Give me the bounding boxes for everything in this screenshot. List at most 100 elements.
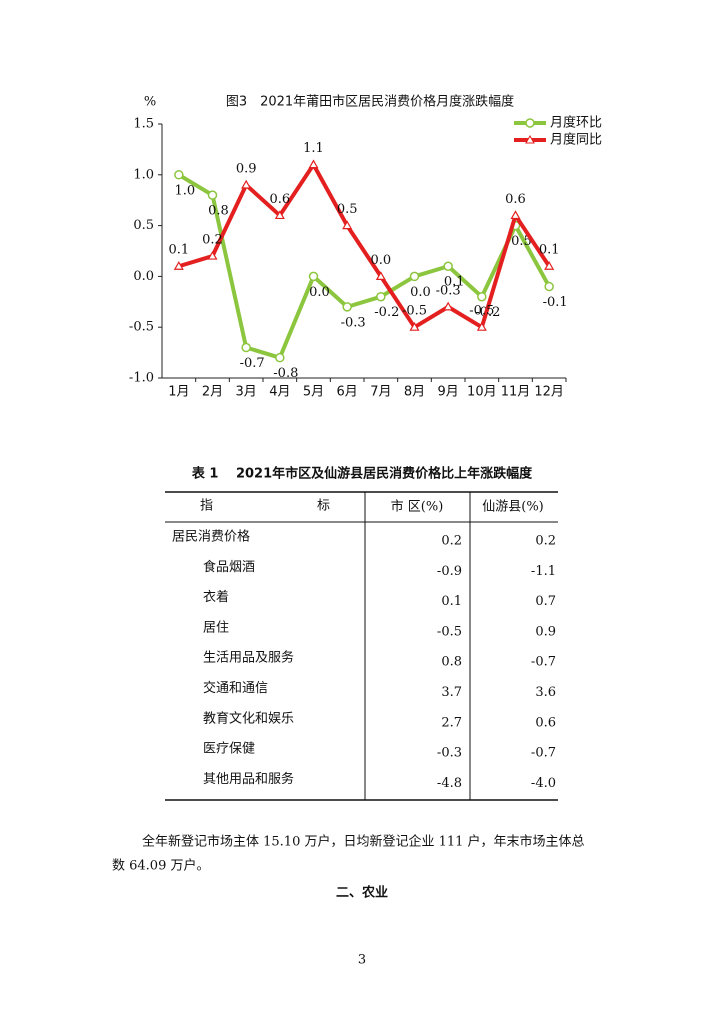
table-cell: 居住: [203, 620, 229, 635]
data-label: -0.3: [436, 283, 461, 298]
section-heading: 二、农业: [336, 885, 388, 901]
y-tick-label: 0.5: [133, 218, 154, 233]
table-cell: -0.7: [531, 746, 556, 761]
marker: [342, 302, 352, 312]
marker: [409, 321, 420, 331]
data-label: -0.3: [341, 315, 366, 330]
table-cell: 其他用品和服务: [203, 771, 294, 787]
table-cell: 0.2: [535, 534, 556, 549]
marker: [207, 250, 218, 260]
marker: [510, 210, 521, 220]
paragraph: 数 64.09 万户。: [112, 858, 209, 874]
legend-label: 月度环比: [550, 115, 602, 131]
data-label: 1.0: [174, 183, 195, 198]
marker: [308, 159, 319, 169]
table-cell: 2.7: [441, 715, 462, 730]
data-label: -0.5: [469, 304, 494, 319]
table-cell: -4.0: [531, 776, 556, 791]
data-label: 0.9: [236, 161, 257, 176]
table-cell: 0.1: [441, 594, 462, 609]
table-cell: 0.2: [441, 534, 462, 549]
marker: [443, 301, 454, 311]
table-cell: -0.7: [531, 655, 556, 670]
marker: [342, 220, 353, 230]
table-cell: 食品烟酒: [203, 559, 255, 575]
data-label: -0.2: [374, 305, 399, 320]
marker: [241, 342, 251, 353]
marker: [308, 271, 319, 282]
table-cell: 0.9: [535, 624, 556, 639]
x-tick-label: 10月: [467, 385, 497, 400]
x-tick-label: 5月: [303, 385, 324, 400]
table-cell: -0.5: [437, 624, 462, 639]
x-tick-label: 3月: [236, 385, 257, 400]
x-tick-label: 6月: [337, 385, 358, 400]
data-label: 0.1: [444, 275, 465, 290]
y-tick-label: 1.0: [133, 167, 154, 182]
marker: [477, 291, 487, 302]
y-tick-label: -1.0: [129, 371, 154, 386]
data-label: 0.0: [410, 285, 431, 300]
data-label: 0.5: [337, 202, 358, 217]
legend-marker: [525, 134, 535, 144]
marker: [544, 281, 554, 292]
marker: [376, 291, 386, 302]
marker: [275, 352, 285, 363]
paragraph: 全年新登记市场主体 15.10 万户，日均新登记企业 111 户，年末市场主体总: [142, 834, 585, 850]
marker: [241, 179, 252, 189]
table-cell: -4.8: [437, 776, 462, 791]
legend-marker: [525, 118, 535, 128]
data-label: 0.8: [208, 204, 229, 219]
data-label: 0.1: [539, 243, 560, 258]
table-cell: 教育文化和娱乐: [203, 710, 294, 726]
legend-label: 月度同比: [550, 132, 602, 148]
y-tick-label: 1.5: [133, 117, 154, 132]
series-line: [178, 162, 551, 330]
y-tick-label: 0.0: [133, 269, 154, 284]
table-cell: 0.8: [441, 655, 462, 670]
y-tick-label: -0.5: [129, 320, 154, 335]
data-label: -0.8: [273, 366, 298, 381]
x-tick-label: 2月: [202, 385, 223, 400]
y-unit: %: [144, 95, 156, 110]
marker: [174, 170, 184, 180]
table-cell: -0.9: [437, 564, 462, 579]
data-label: 0.0: [370, 253, 391, 268]
marker: [274, 210, 285, 220]
data-label: 0.1: [168, 243, 189, 258]
table-cell: 3.7: [441, 685, 462, 700]
x-tick-label: 12月: [534, 385, 564, 400]
chart-title: 图3 2021年莆田市区居民消费价格月度涨跌幅度: [226, 94, 514, 110]
x-tick-label: 9月: [438, 385, 459, 400]
data-label: -0.5: [402, 304, 427, 319]
table-header: 市 区(%): [391, 499, 444, 515]
table-header: 指 标: [200, 499, 330, 514]
data-label: 0.6: [505, 192, 526, 207]
data-label: 0.6: [269, 192, 290, 207]
table-cell: 0.7: [535, 594, 556, 609]
marker: [409, 271, 420, 282]
table-header: 仙游县(%): [482, 500, 544, 515]
table-title: 表 1 2021年市区及仙游县居民消费价格比上年涨跌幅度: [191, 466, 533, 482]
data-label: 0.0: [309, 285, 330, 300]
marker: [544, 261, 555, 270]
x-tick-label: 1月: [168, 385, 189, 400]
marker: [476, 321, 487, 331]
marker: [207, 190, 218, 200]
x-tick-label: 8月: [404, 385, 425, 400]
marker: [443, 261, 453, 271]
series-line: [177, 173, 551, 360]
page-number: 3: [358, 953, 366, 968]
table-cell: -1.1: [531, 564, 556, 579]
x-tick-label: 11月: [501, 385, 531, 400]
table-cell: 居民消费价格: [172, 529, 250, 545]
table-cell: -0.3: [437, 746, 462, 761]
table-cell: 医疗保健: [203, 742, 255, 757]
table-cell: 交通和通信: [203, 680, 268, 696]
x-tick-label: 7月: [370, 385, 391, 400]
table-cell: 3.6: [535, 685, 556, 700]
table-cell: 生活用品及服务: [203, 650, 294, 666]
